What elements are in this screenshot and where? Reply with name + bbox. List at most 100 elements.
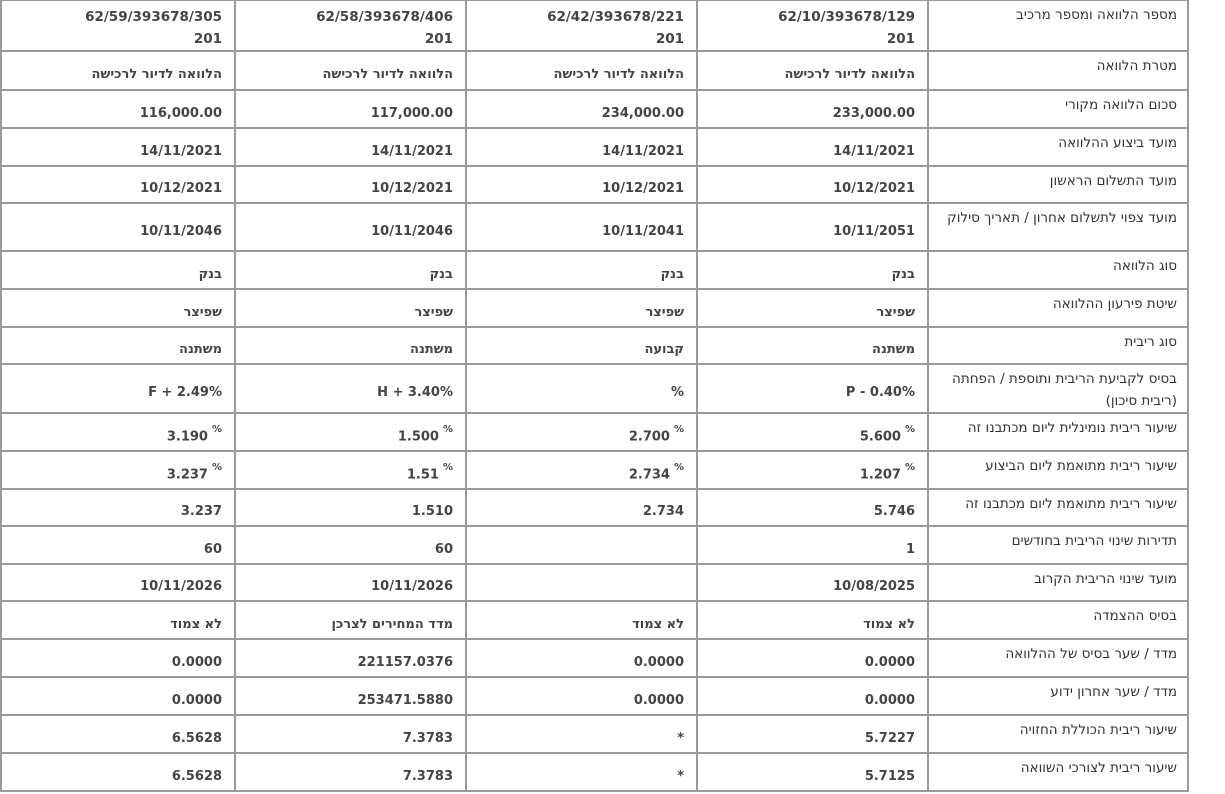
- row-label: סכום הלוואה מקורי: [927, 89, 1189, 129]
- cell-text: *: [677, 730, 684, 746]
- loan-value-cell: הלוואה לדיור לרכישה: [465, 50, 698, 91]
- cell-text: 253471.5880: [357, 692, 453, 708]
- loan-value-cell: קבועה: [465, 326, 698, 365]
- row-label: בסיס ההצמדה: [927, 600, 1189, 640]
- cell-text: 10/11/2051: [833, 223, 915, 239]
- cell-text: 221157.0376: [357, 654, 453, 670]
- cell-text: %: [670, 385, 684, 400]
- loan-value-cell: 10/11/2046: [234, 202, 467, 252]
- loan-value-cell: P - 0.40%: [696, 363, 929, 414]
- row-label: שיעור ריבית מתואמת ליום מכתבנו זה: [927, 488, 1189, 527]
- loan-value-cell: 253471.5880: [234, 676, 467, 716]
- loan-number-line: 201: [886, 31, 915, 47]
- cell-text: F + 2.49%: [148, 385, 222, 400]
- loan-value-cell: 117,000.00: [234, 89, 467, 129]
- loan-value-cell: 14/11/2021: [696, 127, 929, 167]
- cell-text: 10/12/2021: [371, 181, 453, 196]
- rate-number: 5.600: [859, 429, 901, 445]
- cell-text: 10/12/2021: [140, 181, 222, 196]
- loan-number-line: 62/58/393678/406: [316, 9, 453, 25]
- cell-text: 0.0000: [864, 692, 915, 708]
- loan-value-cell: 5.7227: [696, 714, 929, 754]
- table-row: תדירות שינוי הריבית בחודשים 1 60 60: [0, 525, 1189, 565]
- loan-value-cell: *: [465, 714, 698, 754]
- cell-text: בנק: [660, 266, 684, 282]
- loan-value-cell: 1: [696, 525, 929, 565]
- cell-text: 234,000.00: [601, 105, 684, 121]
- row-label: סוג ריבית: [927, 326, 1189, 365]
- cell-text: 1.510: [411, 504, 453, 519]
- row-label: מועד שינוי הריבית הקרוב: [927, 563, 1189, 602]
- cell-text: שפיצר: [876, 304, 915, 320]
- loan-value-cell: 5.600%: [696, 412, 929, 452]
- loan-number-line: 62/42/393678/221: [547, 9, 684, 25]
- cell-text: 6.5628: [171, 730, 222, 746]
- table-row: שיעור ריבית הכוללת החזויה 5.7227 * 7.3783 6.…: [0, 714, 1189, 754]
- row-label: מספר הלוואה ומספר מרכיב: [927, 0, 1189, 52]
- cell-text: 5.746: [873, 504, 915, 519]
- table-row: שיעור ריבית לצורכי השוואה 5.7125 * 7.3783 6.…: [0, 752, 1189, 792]
- loan-value-cell: F + 2.49%: [0, 363, 236, 414]
- row-label: שיעור ריבית לצורכי השוואה: [927, 752, 1189, 792]
- row-label: מדד / שער אחרון ידוע: [927, 676, 1189, 716]
- percent-sign: %: [673, 424, 684, 436]
- loan-value-cell: 10/12/2021: [234, 165, 467, 204]
- cell-text: 233,000.00: [832, 105, 915, 121]
- loan-value-cell: בנק: [234, 250, 467, 290]
- cell-text: 116,000.00: [139, 105, 222, 121]
- loan-value-cell: 10/12/2021: [0, 165, 236, 204]
- row-label: מועד צפוי לתשלום אחרון / תאריך סילוק: [927, 202, 1189, 252]
- loan-value-cell: 7.3783: [234, 752, 467, 792]
- loan-value-cell: 0.0000: [696, 676, 929, 716]
- loan-value-cell: מדד המחירים לצרכן: [234, 600, 467, 640]
- loan-value-cell: 2.734%: [465, 450, 698, 490]
- table-row: מדד / שער אחרון ידוע 0.0000 0.0000 253471.5…: [0, 676, 1189, 716]
- rate-number: 1.500: [397, 429, 439, 445]
- cell-text: 7.3783: [402, 730, 453, 746]
- loan-number-cell: 62/42/393678/221 201: [465, 0, 698, 52]
- rate-number: 3.190: [166, 429, 208, 445]
- loan-value-cell: 10/11/2046: [0, 202, 236, 252]
- loan-value-cell: שפיצר: [234, 288, 467, 328]
- cell-text: 14/11/2021: [140, 143, 222, 159]
- percent-value: 3.190%: [166, 424, 222, 445]
- percent-sign: %: [442, 462, 453, 474]
- loan-value-cell: משתנה: [696, 326, 929, 365]
- loan-value-cell: H + 3.40%: [234, 363, 467, 414]
- loan-value-cell: 3.237%: [0, 450, 236, 490]
- loan-value-cell: %: [465, 363, 698, 414]
- row-label: שיעור ריבית הכוללת החזויה: [927, 714, 1189, 754]
- loan-value-cell: הלוואה לדיור לרכישה: [0, 50, 236, 91]
- loan-number-line: 201: [655, 31, 684, 47]
- cell-text: 60: [434, 541, 453, 557]
- loan-number-line: 201: [193, 31, 222, 47]
- percent-sign: %: [904, 462, 915, 474]
- loan-value-cell: שפיצר: [696, 288, 929, 328]
- cell-text: לא צמוד: [863, 616, 915, 632]
- loan-value-cell: 14/11/2021: [234, 127, 467, 167]
- loan-value-cell: 0.0000: [696, 638, 929, 678]
- cell-text: 10/11/2046: [140, 223, 222, 239]
- loan-value-cell: 1.500%: [234, 412, 467, 452]
- loan-value-cell: שפיצר: [465, 288, 698, 328]
- loan-value-cell: הלוואה לדיור לרכישה: [234, 50, 467, 91]
- loan-value-cell: משתנה: [0, 326, 236, 365]
- cell-text: 5.7227: [864, 730, 915, 746]
- loan-value-cell: 233,000.00: [696, 89, 929, 129]
- loan-value-cell: 10/08/2025: [696, 563, 929, 602]
- cell-text: 14/11/2021: [602, 143, 684, 159]
- loan-number-cell: 62/10/393678/129 201: [696, 0, 929, 52]
- rate-number: 3.237: [166, 467, 208, 483]
- row-label: סוג הלוואה: [927, 250, 1189, 290]
- row-label: מועד ביצוע ההלוואה: [927, 127, 1189, 167]
- loan-value-cell: בנק: [0, 250, 236, 290]
- rate-number: 2.700: [628, 429, 670, 445]
- loan-value-cell: 10/11/2051: [696, 202, 929, 252]
- loan-value-cell: 10/11/2026: [234, 563, 467, 602]
- loan-value-cell: *: [465, 752, 698, 792]
- loan-value-cell: 3.190%: [0, 412, 236, 452]
- loan-value-cell: בנק: [465, 250, 698, 290]
- table-row: שיטת פירעון ההלוואה שפיצר שפיצר שפיצר שפיצר: [0, 288, 1189, 328]
- loan-value-cell: [465, 563, 698, 602]
- loan-value-cell: 60: [234, 525, 467, 565]
